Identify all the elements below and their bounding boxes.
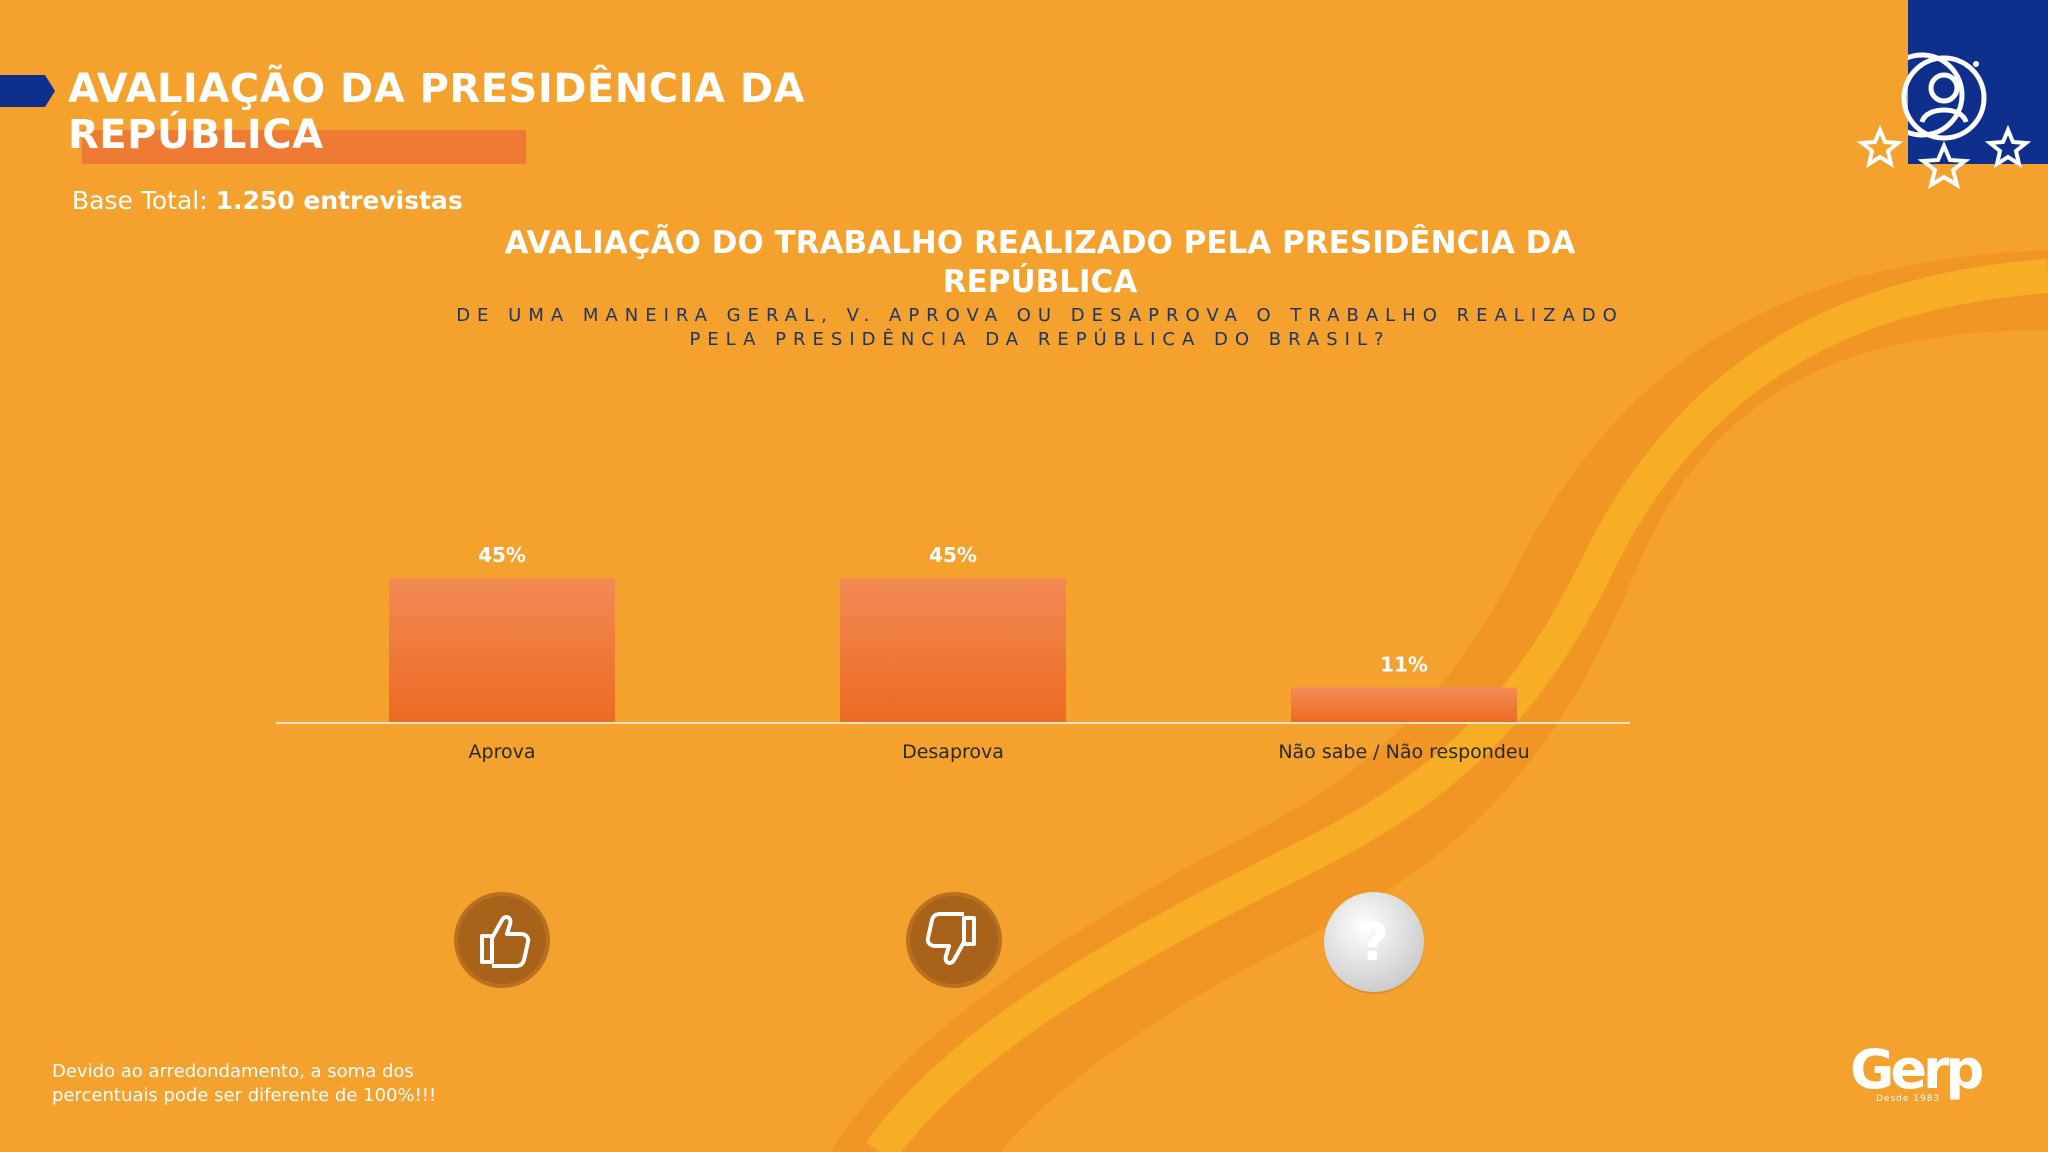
bar-2 bbox=[840, 578, 1066, 723]
logo-tagline: Desde 1983 bbox=[1876, 1094, 1941, 1104]
bar-1 bbox=[389, 578, 615, 723]
bar-value-label: 45% bbox=[929, 543, 977, 567]
base-label: Base Total: bbox=[72, 186, 208, 215]
bar-value-label: 45% bbox=[478, 543, 526, 567]
base-value: 1.250 entrevistas bbox=[215, 186, 463, 215]
category-label: Não sabe / Não respondeu bbox=[1278, 741, 1529, 763]
bar-3 bbox=[1291, 687, 1517, 723]
question-icon: ? bbox=[1322, 890, 1424, 994]
title-highlight-bar bbox=[82, 130, 526, 164]
thumbs-up-icon bbox=[452, 890, 552, 990]
sample-base: Base Total: 1.250 entrevistas bbox=[72, 186, 463, 215]
rating-badge-icon bbox=[1856, 55, 2032, 190]
page-title: AVALIAÇÃO DA PRESIDÊNCIA DA REPÚBLICA bbox=[68, 66, 806, 158]
category-label: Aprova bbox=[469, 741, 536, 763]
chart-title: AVALIAÇÃO DO TRABALHO REALIZADO PELA PRE… bbox=[504, 225, 1576, 300]
thumbs-down-icon bbox=[904, 890, 1004, 990]
gerp-logo: Gerp Desde 1983 bbox=[1846, 1042, 1996, 1112]
category-label: Desaprova bbox=[902, 741, 1004, 763]
title-tab-marker bbox=[0, 75, 55, 107]
bar-value-label: 11% bbox=[1380, 653, 1428, 677]
logo-wordmark: Gerp bbox=[1850, 1038, 1984, 1101]
footnote: Devido ao arredondamento, a soma dos per… bbox=[52, 1061, 437, 1106]
chart-question: DE UMA MANEIRA GERAL, V. APROVA OU DESAP… bbox=[456, 305, 1624, 350]
svg-text:?: ? bbox=[1359, 913, 1389, 973]
